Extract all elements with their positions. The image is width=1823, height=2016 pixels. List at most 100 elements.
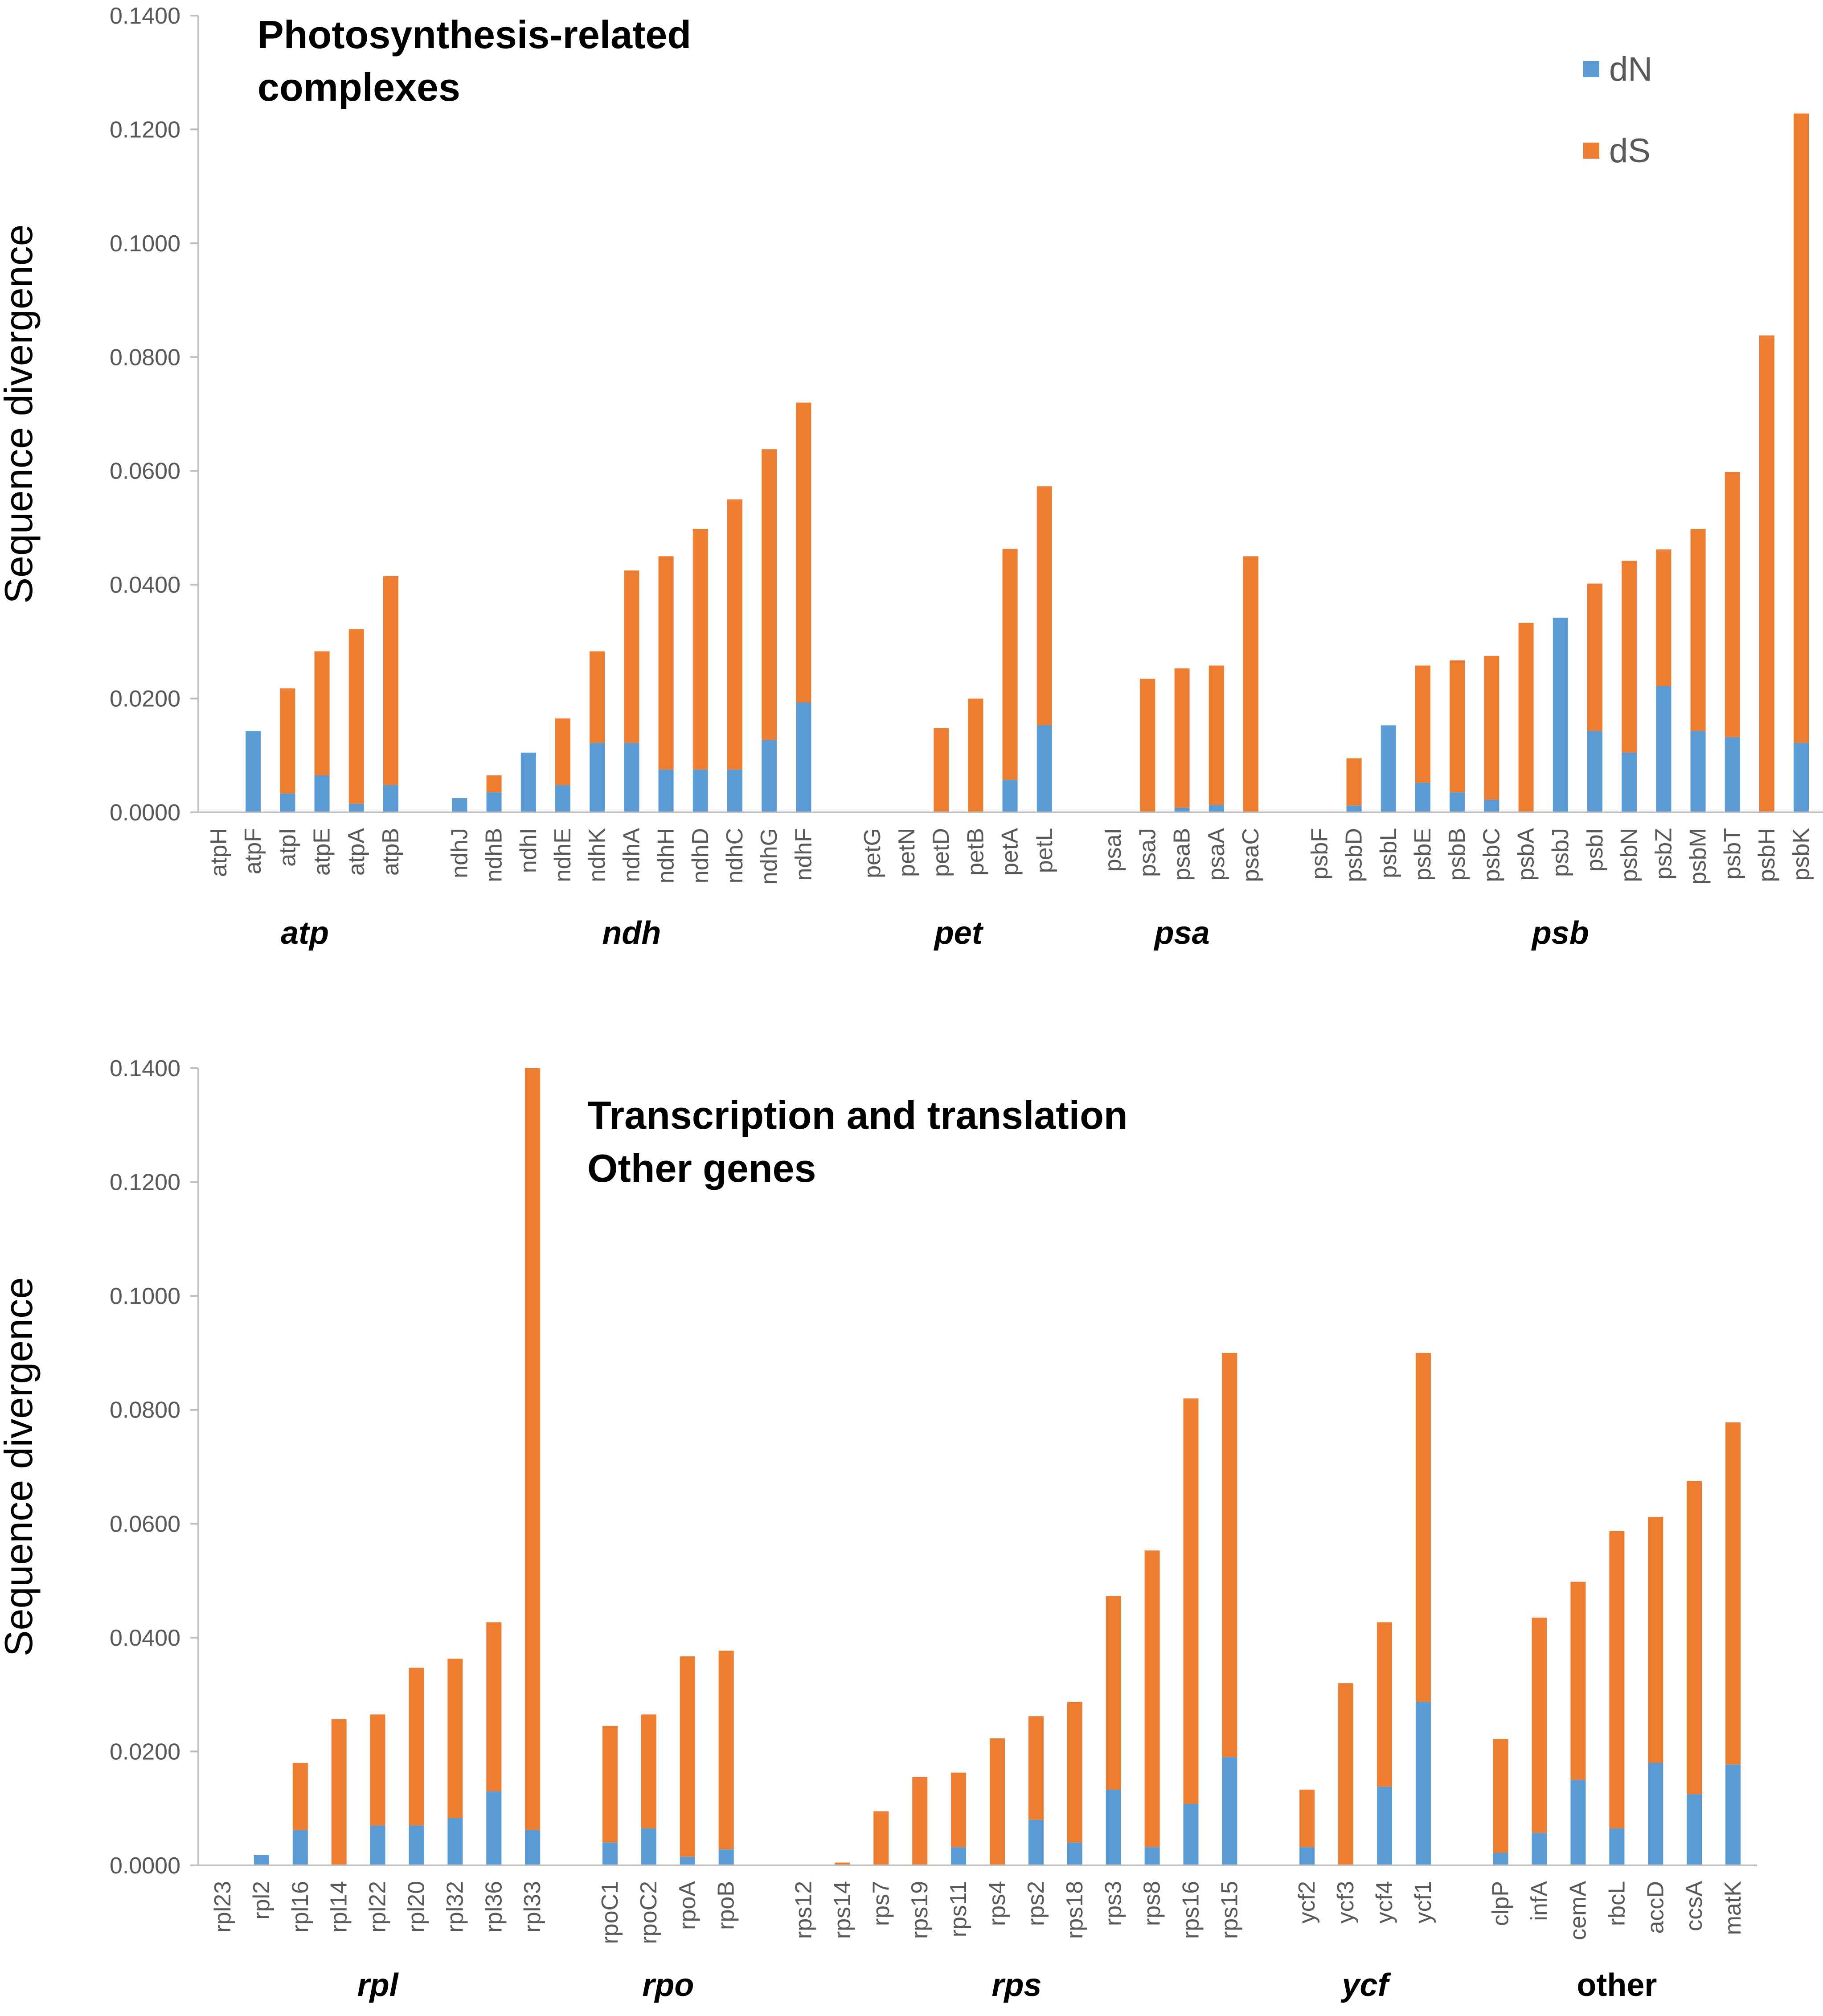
chart1-bar-dS-psbE	[1415, 665, 1430, 783]
chart1-bar-dS-petL	[1036, 486, 1052, 725]
chart2-category-label-rps11: rps11	[946, 1881, 971, 1937]
chart1-bar-dN-ndhF	[796, 702, 811, 812]
chart2-bar-dS-rps2	[1028, 1716, 1044, 1820]
chart2-category-label-rps16: rps16	[1178, 1881, 1204, 1939]
chart1-y-tick-label: 0.1400	[110, 3, 180, 29]
chart1-bar-dN-psbN	[1622, 752, 1637, 812]
chart2-group-label-rpo: rpo	[642, 1967, 694, 2003]
chart1-category-label-ndhJ: ndhJ	[447, 828, 472, 878]
chart2-bar-dS-rpl20	[409, 1668, 424, 1826]
chart1-bar-dN-psaB	[1174, 807, 1190, 812]
chart2-bar-dN-rps16	[1183, 1803, 1199, 1865]
chart2-category-label-rps3: rps3	[1101, 1881, 1127, 1926]
chart1-bar-dN-ndhH	[658, 770, 674, 812]
chart2-y-tick-label: 0.0000	[110, 1853, 180, 1879]
chart2-bar-dS-rps4	[990, 1738, 1005, 1865]
chart1-y-tick-label: 0.0200	[110, 686, 180, 712]
chart2-bar-dS-cemA	[1570, 1582, 1586, 1780]
chart2-bar-dS-accD	[1648, 1516, 1663, 1763]
chart1-bar-dS-ndhA	[624, 570, 639, 743]
chart2-bar-dN-rpoC1	[602, 1842, 618, 1865]
chart1-legend-label-dN: dN	[1609, 50, 1652, 88]
chart1-group-label-psb: psb	[1531, 915, 1589, 951]
chart1-category-label-psbE: psbE	[1410, 828, 1436, 881]
chart1-bar-dN-petL	[1036, 725, 1052, 812]
chart2-bar-dN-rpoC2	[641, 1828, 656, 1865]
chart2-bar-dN-rpl16	[292, 1830, 308, 1865]
chart2-y-tick-label: 0.0400	[110, 1625, 180, 1651]
chart1-bar-dS-petD	[934, 728, 949, 812]
chart2-group-label-ycf: ycf	[1341, 1967, 1391, 2003]
chart1-bar-dS-atpI	[280, 688, 295, 794]
chart1-y-tick-label: 0.1000	[110, 231, 180, 257]
chart1-category-label-petD: petD	[928, 828, 954, 877]
chart1-bar-dS-ndhD	[692, 529, 708, 770]
chart1-bar-dN-atpE	[314, 775, 330, 812]
chart1-category-label-psaA: psaA	[1204, 828, 1229, 881]
chart1-bar-dN-ndhI	[520, 752, 536, 812]
chart1-bar-dS-ndhB	[486, 775, 502, 793]
chart2-bar-dN-accD	[1648, 1762, 1663, 1865]
chart2-category-label-ycf1: ycf1	[1410, 1881, 1436, 1923]
chart2-bar-dN-ccsA	[1687, 1794, 1702, 1865]
chart1-bar-dN-ndhD	[692, 770, 708, 812]
chart1-category-label-psbF: psbF	[1307, 828, 1332, 880]
chart2-category-label-rpoC2: rpoC2	[636, 1881, 662, 1944]
chart2-bar-dS-rps11	[951, 1772, 967, 1848]
chart1-category-label-psbZ: psbZ	[1651, 828, 1676, 880]
chart1-category-label-psbB: psbB	[1444, 828, 1470, 881]
chart1-category-label-petB: petB	[963, 828, 988, 876]
chart2-bar-dN-rpl36	[486, 1791, 502, 1865]
chart1-category-label-atpI: atpI	[274, 828, 300, 867]
chart1-category-label-ndhF: ndhF	[791, 828, 816, 881]
chart1-category-label-psbL: psbL	[1376, 828, 1401, 878]
chart2-y-tick-label: 0.0200	[110, 1739, 180, 1765]
chart2-bar-dS-rpl32	[447, 1659, 463, 1818]
chart1-bar-dS-ndhC	[727, 499, 742, 770]
chart1-category-label-ndhK: ndhK	[584, 828, 610, 882]
chart1-bar-dS-psbT	[1725, 472, 1740, 738]
chart2-category-label-rpoA: rpoA	[675, 1881, 701, 1930]
chart1-category-label-psaJ: psaJ	[1135, 828, 1160, 877]
chart2-bar-dN-rpl22	[370, 1825, 385, 1865]
chart2-y-axis-label: Sequence divergence	[0, 1277, 41, 1656]
chart2-bar-dN-rps15	[1222, 1757, 1237, 1865]
chart1-bar-dN-ndhE	[555, 785, 570, 812]
chart1-category-label-ndhE: ndhE	[550, 828, 576, 882]
chart1-category-label-atpB: atpB	[378, 828, 404, 876]
chart2-y-tick-label: 0.1000	[110, 1283, 180, 1309]
chart2-y-tick-label: 0.1400	[110, 1056, 180, 1082]
chart1-legend-label-dS: dS	[1609, 132, 1651, 170]
chart1-bar-dN-psbK	[1794, 743, 1809, 812]
chart1-bar-dS-psbI	[1587, 583, 1602, 731]
chart2-category-label-rps8: rps8	[1139, 1881, 1165, 1926]
chart1-bar-dN-psbT	[1725, 737, 1740, 812]
chart1-group-label-pet: pet	[934, 915, 984, 951]
chart1-category-label-atpE: atpE	[309, 828, 335, 876]
chart1-category-label-psbA: psbA	[1513, 828, 1539, 881]
chart1-bar-dS-ndhK	[590, 651, 605, 743]
chart1-bar-dN-ndhB	[486, 792, 502, 812]
chart1-bar-dS-ndhF	[796, 402, 811, 703]
chart1-bar-dS-atpE	[314, 651, 330, 775]
chart2-category-label-rps7: rps7	[868, 1881, 894, 1926]
chart1-category-label-ndhC: ndhC	[722, 828, 748, 883]
chart1-bar-dN-psbJ	[1553, 618, 1568, 812]
chart1-bar-dS-psbB	[1450, 660, 1465, 793]
chart2-bar-dS-ycf1	[1415, 1352, 1431, 1702]
chart2-category-label-rpoB: rpoB	[713, 1881, 739, 1930]
chart1-category-label-ndhD: ndhD	[688, 828, 713, 883]
chart2-bar-dS-ccsA	[1687, 1481, 1702, 1795]
chart2-bar-dN-rps3	[1106, 1790, 1121, 1865]
chart2-category-label-rpl23: rpl23	[210, 1881, 236, 1933]
chart2-category-label-infA: infA	[1527, 1881, 1553, 1921]
chart1-category-label-petN: petN	[894, 828, 920, 877]
chart1-category-label-psbM: psbM	[1685, 828, 1711, 885]
chart2-category-label-rps15: rps15	[1217, 1881, 1242, 1939]
chart1-group-label-psa: psa	[1154, 915, 1210, 951]
chart2-bar-dS-rpl16	[292, 1762, 308, 1830]
chart1-bar-dN-atpI	[280, 793, 295, 812]
chart2-bar-dN-ycf2	[1299, 1847, 1315, 1865]
chart1-category-label-psbC: psbC	[1479, 828, 1504, 882]
